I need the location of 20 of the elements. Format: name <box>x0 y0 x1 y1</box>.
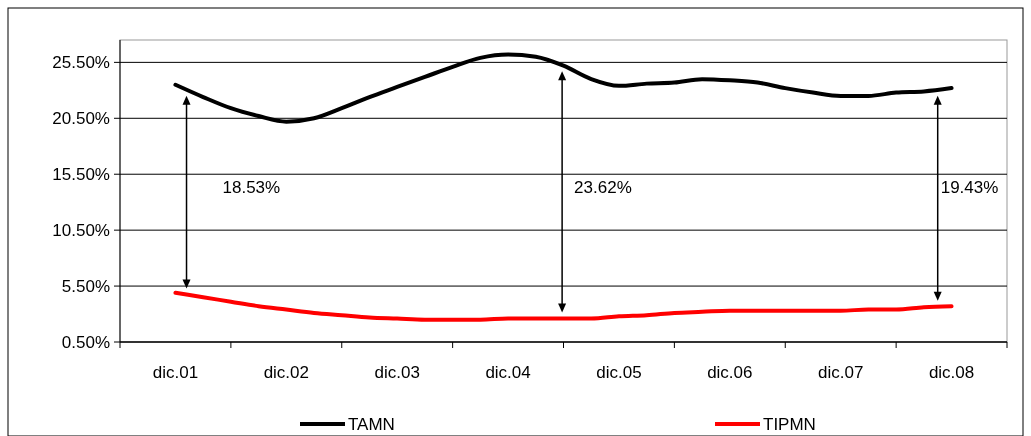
y-tick-label: 15.50% <box>52 165 110 185</box>
legend-label: TIPMN <box>763 414 816 434</box>
annotation: 18.53% <box>222 177 281 197</box>
y-tick-label: 10.50% <box>52 221 110 241</box>
y-tick-label: 25.50% <box>52 53 110 73</box>
x-tick-label: dic.03 <box>374 363 420 382</box>
x-tick-label: dic.08 <box>928 363 975 382</box>
x-tick-label: dic.05 <box>596 363 642 382</box>
x-tick-label: dic.06 <box>707 363 753 382</box>
y-tick-label: 0.50% <box>61 332 110 352</box>
x-tick-label: dic.07 <box>818 363 864 382</box>
y-tick-label: 20.50% <box>52 109 110 129</box>
legend-label: TAMN <box>348 414 395 434</box>
annotation: 23.62% <box>574 177 632 197</box>
x-tick-label: dic.01 <box>152 363 199 382</box>
y-tick-label: 5.50% <box>61 277 110 297</box>
annotation: 19.43% <box>940 177 999 197</box>
line-series <box>173 290 954 322</box>
x-tick-label: dic.02 <box>263 363 309 382</box>
x-tick-label: dic.04 <box>485 363 531 382</box>
